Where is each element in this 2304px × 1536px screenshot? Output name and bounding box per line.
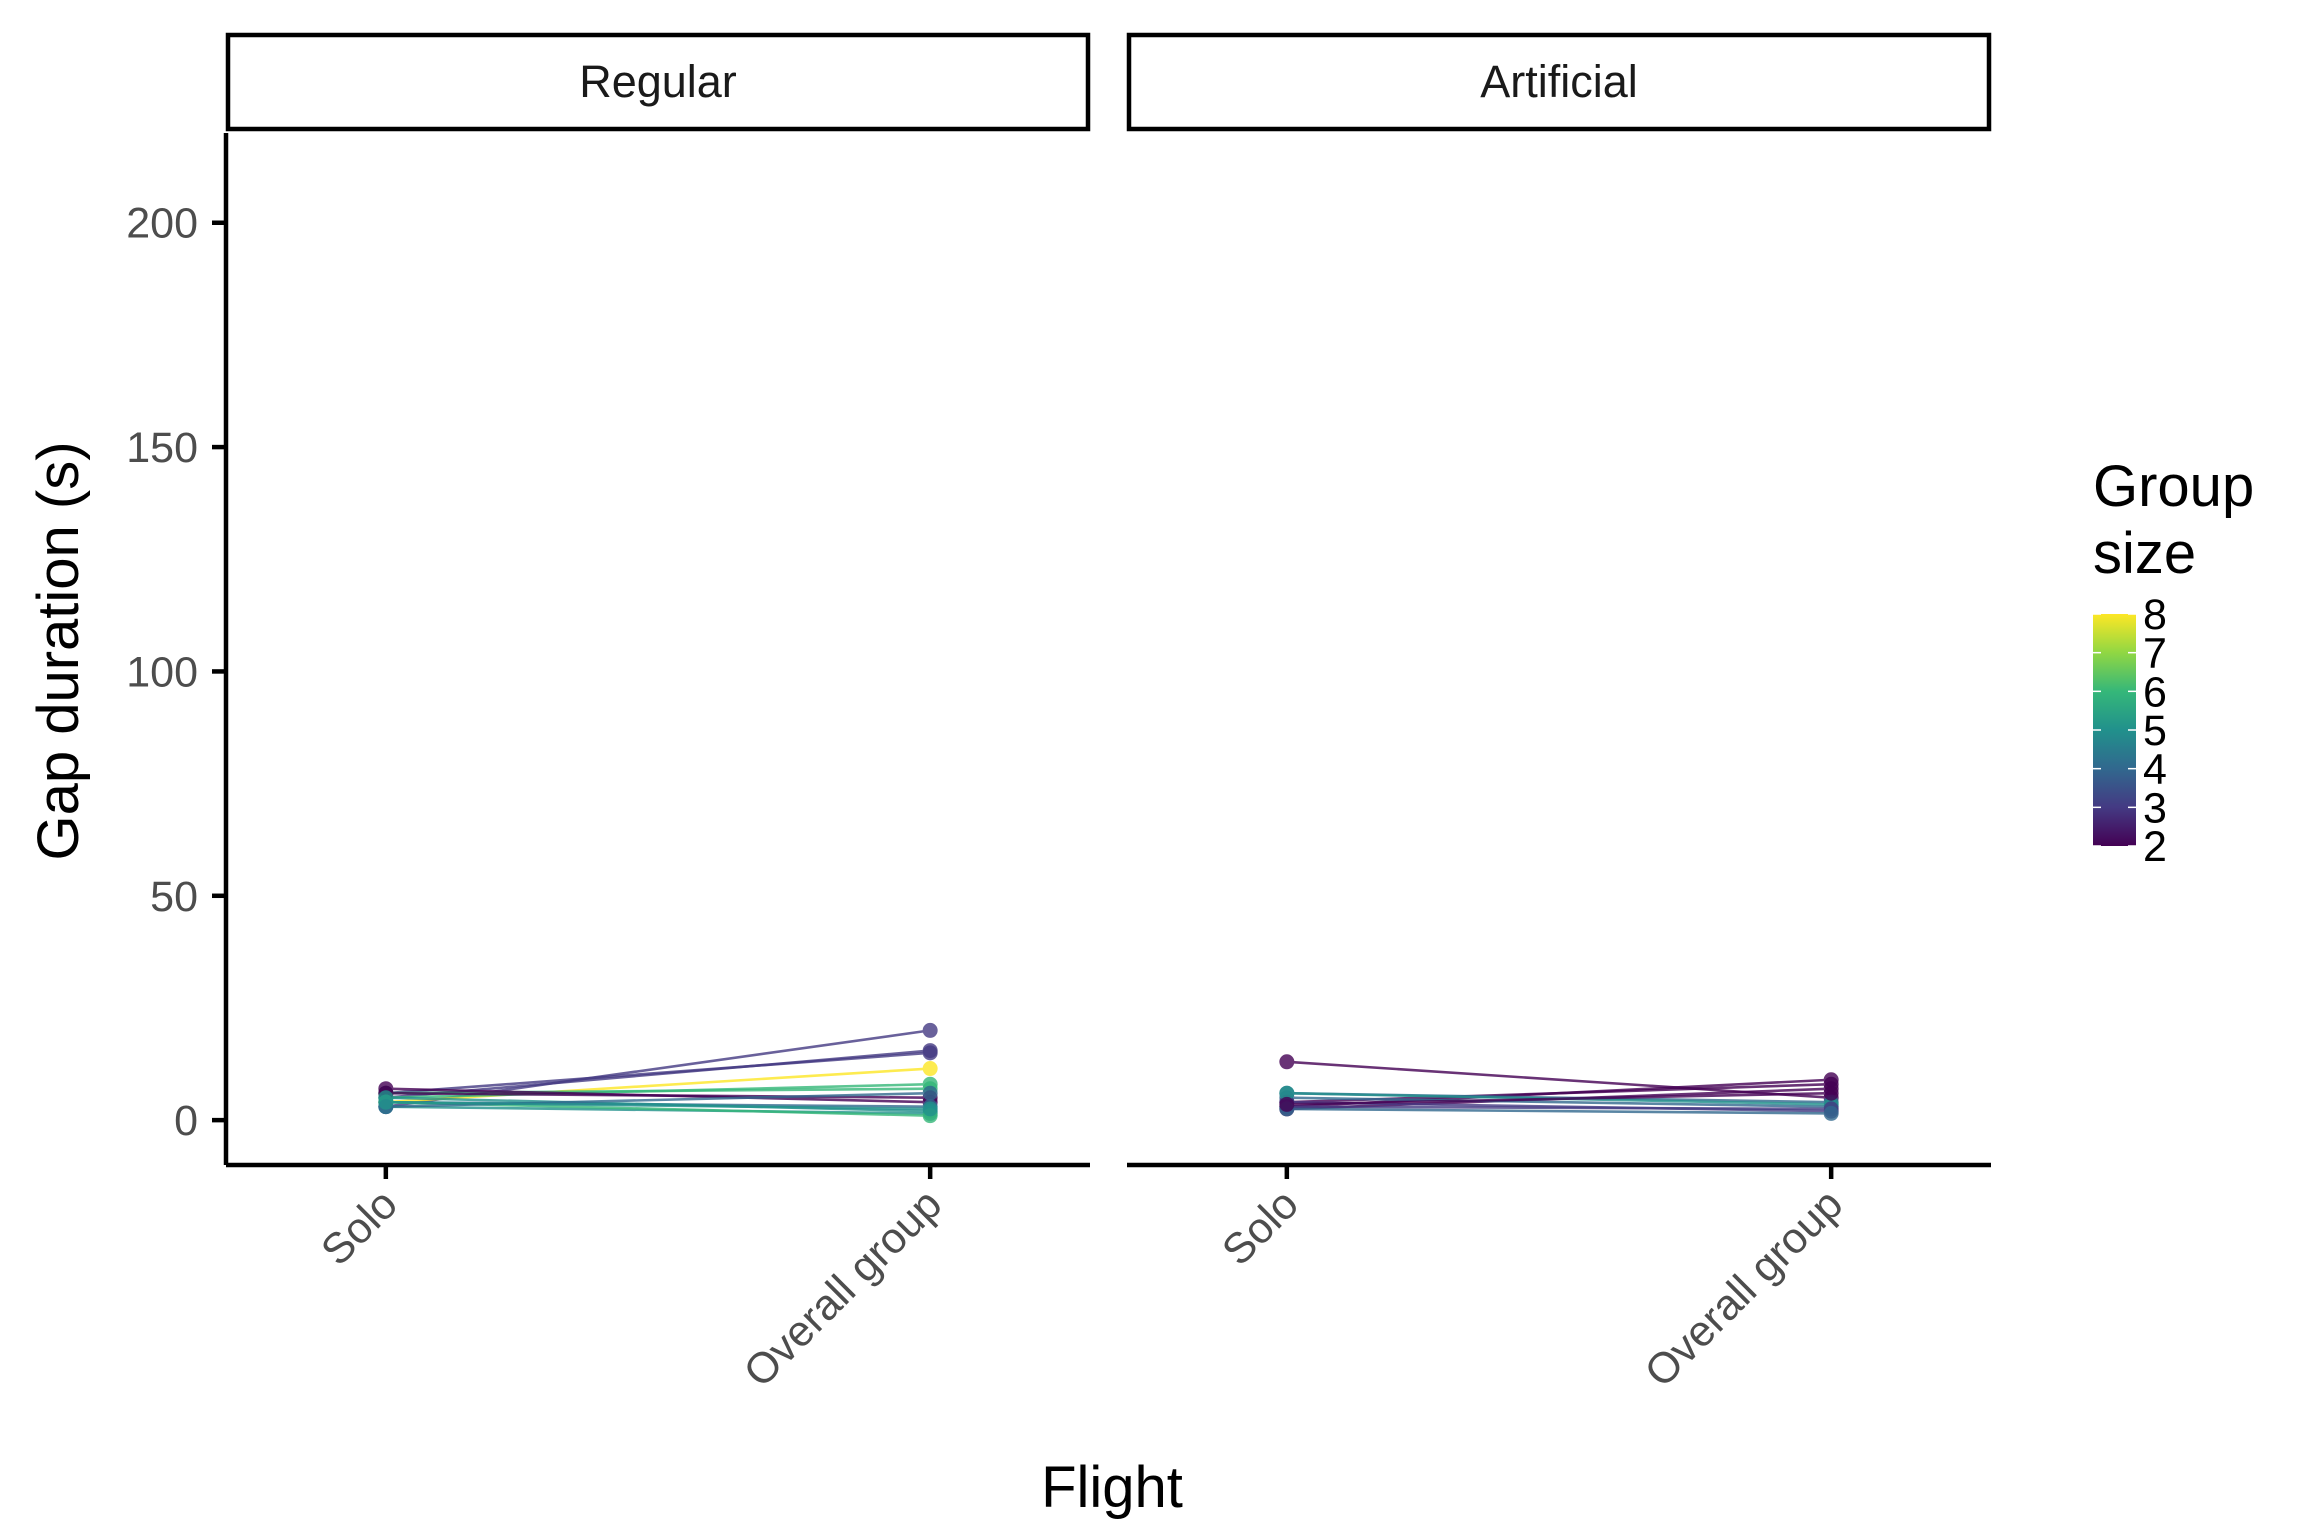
data-point [922, 1022, 938, 1038]
data-point [922, 1061, 938, 1077]
legend-tick-label: 6 [2143, 668, 2167, 716]
x-tick-label: Solo [1213, 1180, 1308, 1275]
legend-tick-label: 3 [2143, 784, 2167, 832]
series-line [1286, 1091, 1832, 1106]
facet-strip-label: Artificial [1480, 56, 1638, 107]
x-tick-label: Overall group [735, 1180, 951, 1396]
legend-tick-label: 8 [2143, 591, 2167, 639]
y-tick-label: 0 [174, 1097, 198, 1145]
x-tick-label: Overall group [1636, 1180, 1852, 1396]
y-tick-label: 50 [150, 873, 198, 921]
legend-title-line-1: Group [2093, 454, 2254, 519]
legend-title-line-2: size [2093, 521, 2196, 586]
data-point [378, 1094, 394, 1110]
data-point [1823, 1085, 1839, 1101]
series-line-group [378, 1094, 938, 1117]
legend-tick-label: 5 [2143, 707, 2167, 755]
data-point [922, 1045, 938, 1061]
series-line [385, 1100, 931, 1111]
x-axis-title: Flight [1041, 1455, 1183, 1520]
facet-strip [1126, 32, 1992, 132]
facet-strip-label: Regular [579, 56, 737, 107]
series-line [1286, 1096, 1832, 1108]
legend-tick-label: 2 [2143, 823, 2167, 871]
series-line [1286, 1105, 1832, 1111]
y-tick-label: 200 [126, 200, 198, 248]
y-axis-title: Gap duration (s) [26, 441, 91, 860]
data-point [1823, 1105, 1839, 1121]
legend-tick-label: 4 [2143, 746, 2167, 794]
y-tick-label: 100 [126, 648, 198, 696]
series-line [385, 1091, 931, 1099]
series-line [385, 1051, 931, 1095]
data-point [1279, 1054, 1295, 1070]
legend-tick-label: 7 [2143, 630, 2167, 678]
series-line [385, 1087, 931, 1095]
facet-strip [225, 32, 1091, 132]
y-tick-label: 150 [126, 424, 198, 472]
facet-panel-regular: Regular 0 50 100 150 200 Solo Overall group [126, 32, 1091, 1397]
data-point [922, 1085, 938, 1101]
series-line-group [1279, 1085, 1839, 1112]
data-point [922, 1101, 938, 1117]
series-line [1286, 1107, 1832, 1115]
x-tick-label: Solo [312, 1180, 407, 1275]
data-point [1279, 1085, 1295, 1101]
data-point [1279, 1096, 1295, 1112]
facet-panel-artificial: Artificial Solo Overall group [1126, 32, 1992, 1397]
